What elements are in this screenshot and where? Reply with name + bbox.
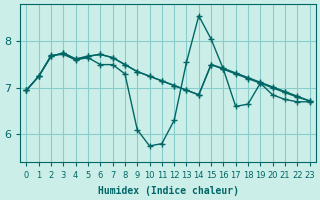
- X-axis label: Humidex (Indice chaleur): Humidex (Indice chaleur): [98, 186, 238, 196]
